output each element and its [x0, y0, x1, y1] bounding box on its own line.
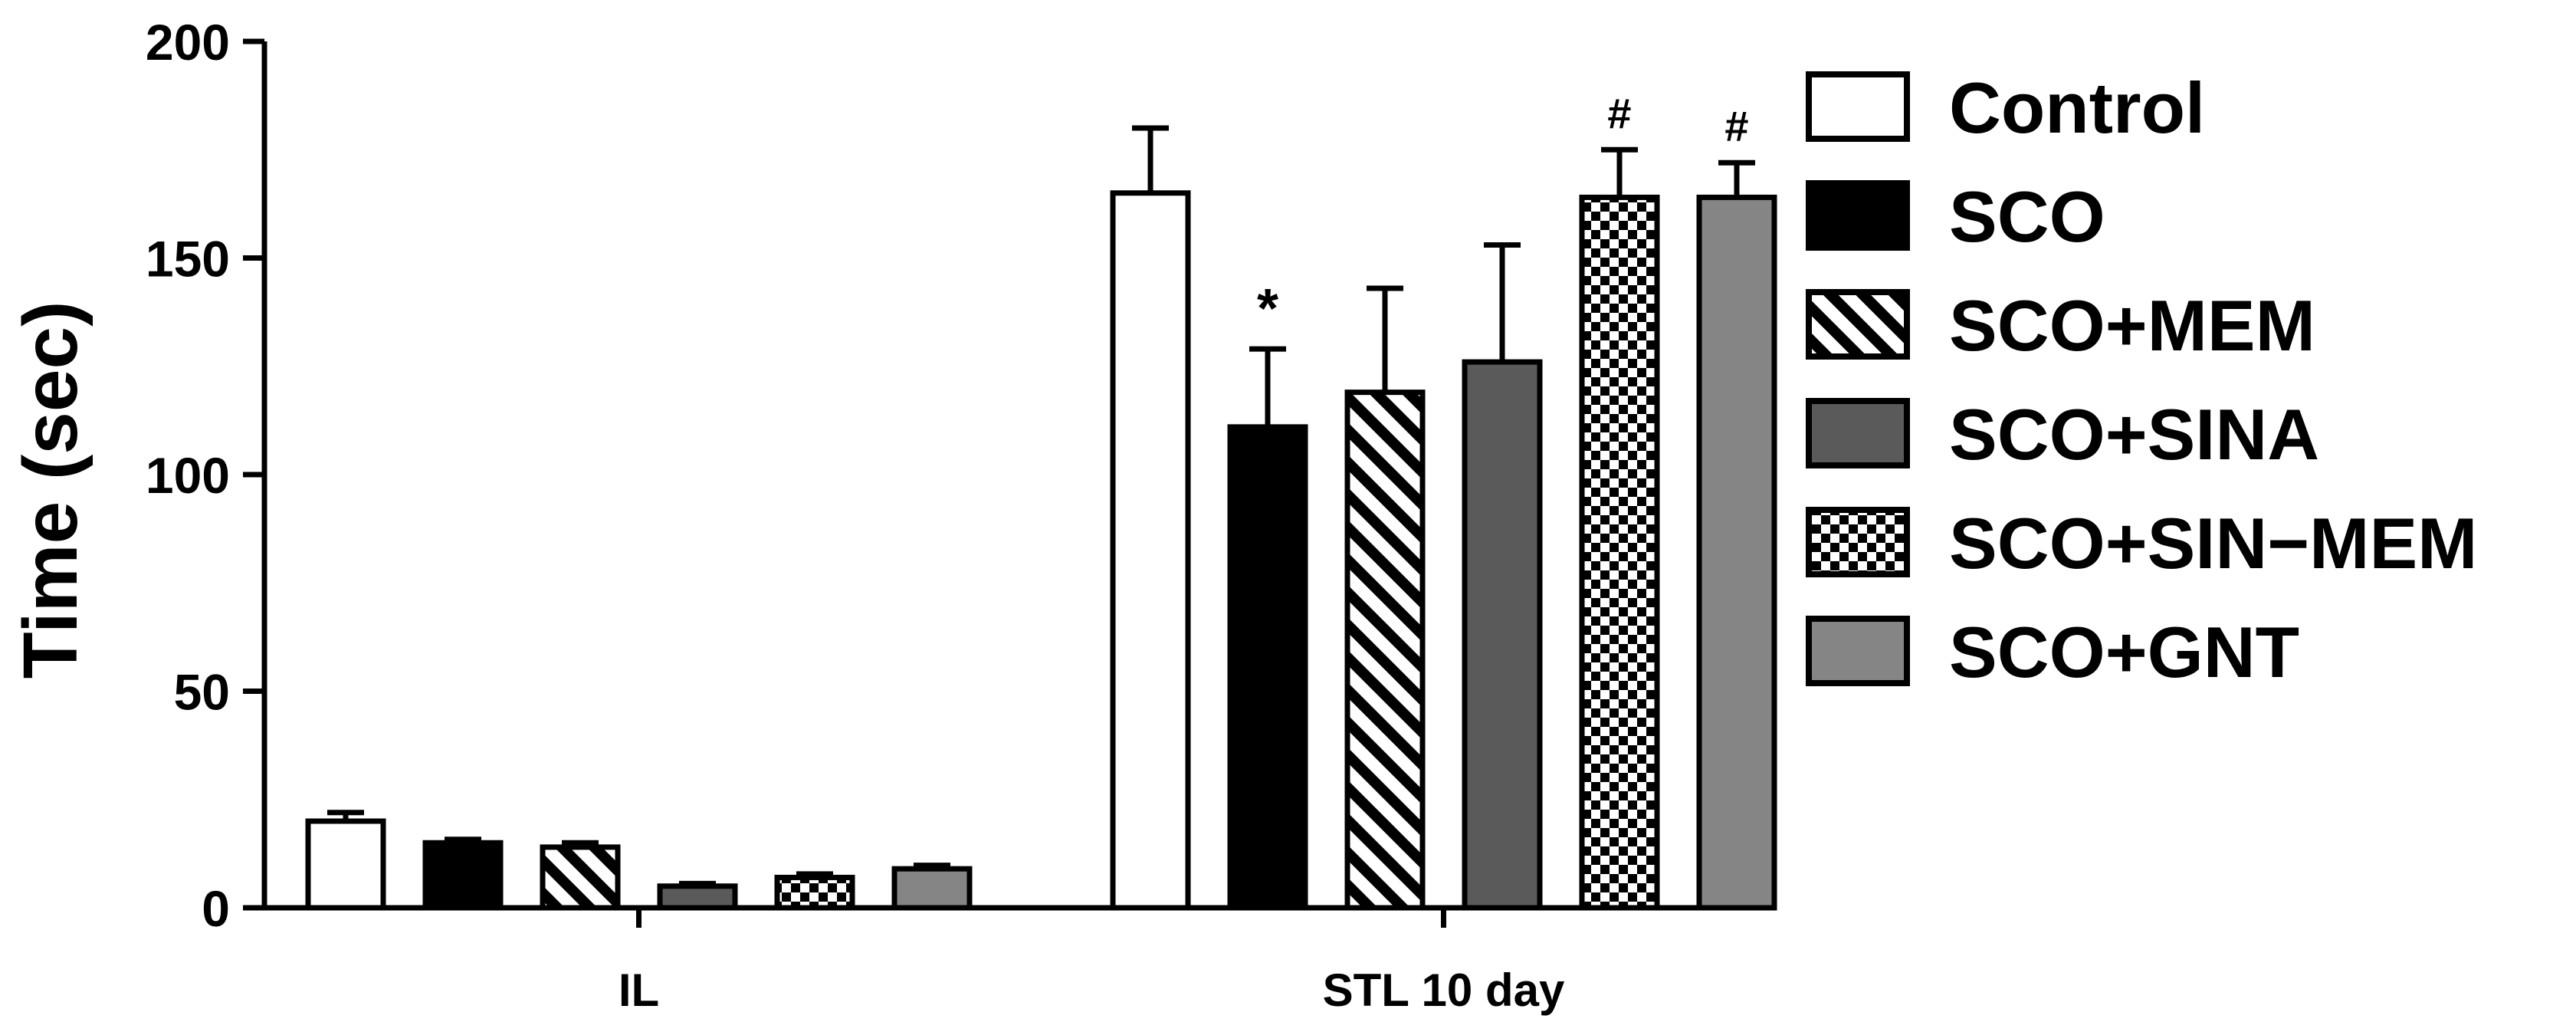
legend-swatch	[1806, 71, 1910, 142]
x-tick-label: STL 10 day	[1323, 965, 1565, 1016]
bar	[305, 818, 386, 911]
bar	[1462, 359, 1543, 911]
legend: Control SCO SCO+MEM SCO+SINA SCO+SIN−MEM SCO+…	[1806, 67, 2478, 692]
y-tick-label: 50	[174, 664, 230, 721]
bar	[1696, 194, 1777, 911]
bar	[1344, 389, 1426, 911]
legend-swatch	[1806, 180, 1910, 251]
y-tick-label: 100	[146, 447, 230, 504]
axes: 0 50 100 150 200 Time (sec) IL STL 10 day	[8, 14, 1698, 1016]
y-tick-label: 0	[202, 880, 230, 937]
legend-swatch	[1806, 507, 1910, 577]
y-tick-label: 200	[146, 14, 230, 71]
legend-swatch	[1806, 398, 1910, 468]
x-tick-label: IL	[619, 965, 659, 1016]
legend-label: Control	[1949, 67, 2205, 148]
legend-swatch	[1806, 616, 1910, 686]
bars: * # #	[305, 89, 1777, 911]
legend-label: SCO	[1949, 176, 2105, 257]
bar	[540, 844, 621, 911]
bar	[657, 883, 738, 911]
bar	[1110, 190, 1191, 911]
significance-marker: #	[1607, 89, 1631, 137]
legend-label: SCO+MEM	[1949, 285, 2315, 366]
y-axis-label: Time (sec)	[8, 301, 94, 679]
legend-label: SCO+SIN−MEM	[1949, 503, 2478, 583]
bar	[1227, 424, 1308, 911]
bar	[891, 866, 973, 911]
bar	[774, 874, 855, 911]
significance-marker: *	[1257, 278, 1278, 340]
legend-label: SCO+SINA	[1949, 394, 2319, 475]
significance-marker: #	[1724, 102, 1748, 150]
bar	[1579, 194, 1660, 911]
legend-label: SCO+GNT	[1949, 612, 2299, 692]
bar	[422, 840, 504, 911]
y-tick-label: 150	[146, 231, 230, 288]
legend-swatch	[1806, 289, 1910, 360]
